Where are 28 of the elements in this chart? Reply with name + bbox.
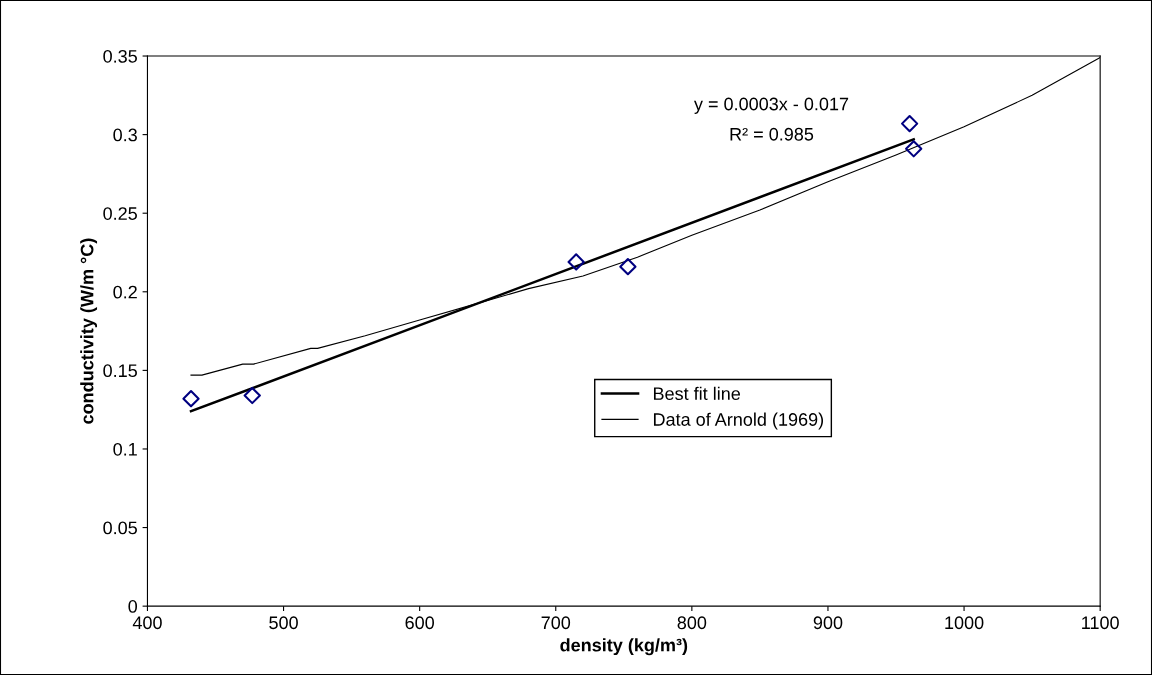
x-tick-label: 700 bbox=[541, 616, 571, 630]
point bbox=[905, 140, 923, 158]
annotation: R² = 0.985 bbox=[730, 127, 814, 141]
y-tick-label: 0.35 bbox=[103, 49, 137, 63]
x-tick-label: 800 bbox=[677, 616, 707, 630]
point bbox=[243, 386, 261, 405]
point bbox=[182, 390, 200, 408]
y-tick-label: 0.05 bbox=[103, 521, 137, 535]
y-tick-label: 0.1 bbox=[113, 442, 137, 456]
x-tick-label: 1100 bbox=[1082, 616, 1119, 630]
y-tick-label: 0 bbox=[128, 600, 138, 613]
annotation: y = 0.0003x - 0.017 bbox=[693, 97, 849, 114]
point bbox=[567, 253, 585, 271]
x-tick-label: 400 bbox=[132, 616, 162, 630]
y-tick-label: 0.2 bbox=[113, 285, 137, 299]
legend-label: Best fit line bbox=[653, 386, 741, 401]
y-axis-title: conductivity (W/m °C) bbox=[80, 238, 98, 424]
legend-label: Data of Arnold (1969) bbox=[653, 412, 824, 430]
y-tick-label: 0.15 bbox=[103, 364, 137, 378]
x-tick-label: 1000 bbox=[945, 616, 984, 630]
x-tick-label: 900 bbox=[813, 616, 843, 630]
x-tick-label: 600 bbox=[405, 616, 435, 630]
x-axis-title: density (kg/m³) bbox=[560, 638, 688, 656]
x-tick-label: 500 bbox=[269, 616, 298, 630]
y-tick-label: 0.3 bbox=[113, 128, 137, 142]
point bbox=[900, 114, 919, 133]
point bbox=[619, 258, 637, 276]
y-tick-label: 0.25 bbox=[103, 207, 137, 220]
